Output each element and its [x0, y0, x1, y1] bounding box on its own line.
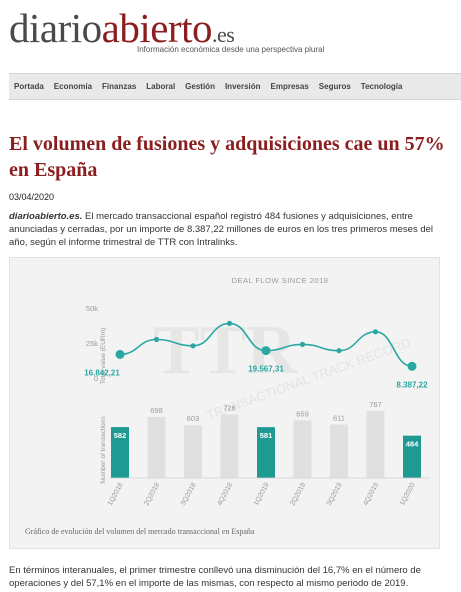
x-tick-label: 1Q2020: [399, 482, 417, 507]
bar-label: 484: [406, 440, 419, 449]
bar: [257, 427, 275, 478]
bar-label: 582: [114, 431, 127, 440]
bar-label: 611: [333, 414, 345, 423]
value-label: 19.567,31: [248, 365, 284, 374]
bar-label: 603: [187, 414, 200, 423]
line-point: [261, 346, 271, 356]
article-title: El volumen de fusiones y adquisiciones c…: [9, 133, 445, 181]
line-point: [336, 348, 342, 354]
main-nav: Portada Economía Finanzas Laboral Gestió…: [9, 73, 461, 100]
logo-part-abierto: abierto: [101, 5, 213, 51]
nav-item-seguros[interactable]: Seguros: [318, 82, 351, 91]
site-tagline: Información económica desde una perspect…: [137, 45, 325, 54]
x-tick-label: 2Q2019: [289, 482, 307, 507]
nav-item-inversion[interactable]: Inversión: [224, 82, 261, 91]
y-axis-label-top: Total value (EURm): [100, 328, 107, 384]
y-tick-label: 50k: [86, 304, 98, 313]
x-tick-label: 2Q2018: [143, 482, 161, 507]
bar-label: 698: [150, 406, 163, 415]
line-point: [115, 349, 125, 359]
lead-source[interactable]: diarioabierto.es.: [9, 211, 83, 222]
x-tick-label: 4Q2018: [216, 482, 234, 507]
bar: [366, 410, 385, 478]
x-tick-label: 3Q2019: [326, 482, 344, 507]
x-tick-label: 3Q2018: [180, 482, 198, 507]
bar: [403, 435, 421, 478]
article-paragraph: En términos interanuales, el primer trim…: [9, 565, 421, 589]
figure-caption: Gráfico de evolución del volumen del mer…: [25, 527, 255, 536]
nav-item-tecnologia[interactable]: Tecnología: [360, 82, 403, 91]
value-label: 16.842,21: [84, 368, 120, 377]
bar: [111, 427, 129, 478]
bar: [147, 416, 166, 478]
y-axis-label-bottom: Number of transactions: [100, 416, 107, 484]
line-point: [299, 341, 306, 347]
nav-item-economia[interactable]: Economía: [53, 82, 93, 91]
chart-title: DEAL FLOW SINCE 2018: [232, 276, 329, 285]
y-tick-label: 25k: [86, 339, 98, 348]
line-point: [407, 361, 417, 371]
bar: [184, 425, 202, 478]
bar: [330, 424, 348, 478]
line-point: [226, 320, 233, 326]
bar: [220, 414, 239, 478]
bar-label: 767: [369, 400, 382, 409]
nav-item-portada[interactable]: Portada: [14, 82, 44, 91]
x-tick-label: 4Q2019: [362, 482, 380, 507]
article-date: 03/04/2020: [9, 192, 55, 202]
site-logo[interactable]: diarioabierto.es: [9, 5, 235, 57]
line-point: [153, 336, 160, 343]
value-label: 8.387,22: [396, 380, 428, 389]
nav-item-laboral[interactable]: Laboral: [146, 82, 176, 91]
x-tick-label: 1Q2019: [253, 482, 271, 507]
bar-label: 659: [296, 409, 309, 418]
article-lead: diarioabierto.es. El mercado transaccion…: [9, 210, 454, 249]
nav-item-gestion[interactable]: Gestión: [185, 82, 215, 91]
logo-part-es: .es: [211, 22, 235, 47]
y-tick-label: 0: [94, 374, 98, 383]
bar-label: 581: [260, 431, 273, 440]
line-point: [372, 329, 379, 335]
bar: [293, 420, 312, 478]
nav-item-empresas[interactable]: Empresas: [270, 82, 309, 91]
line-point: [190, 343, 196, 349]
logo-part-diario: diario: [9, 5, 102, 51]
article-figure: TTR TRANSACTIONAL TRACK RECORD DEAL FLOW S…: [9, 257, 440, 549]
nav-item-finanzas[interactable]: Finanzas: [102, 82, 137, 91]
x-tick-label: 1Q2018: [107, 482, 125, 507]
bar-label: 726: [223, 403, 236, 412]
lead-text: El mercado transaccional español registr…: [9, 211, 434, 248]
